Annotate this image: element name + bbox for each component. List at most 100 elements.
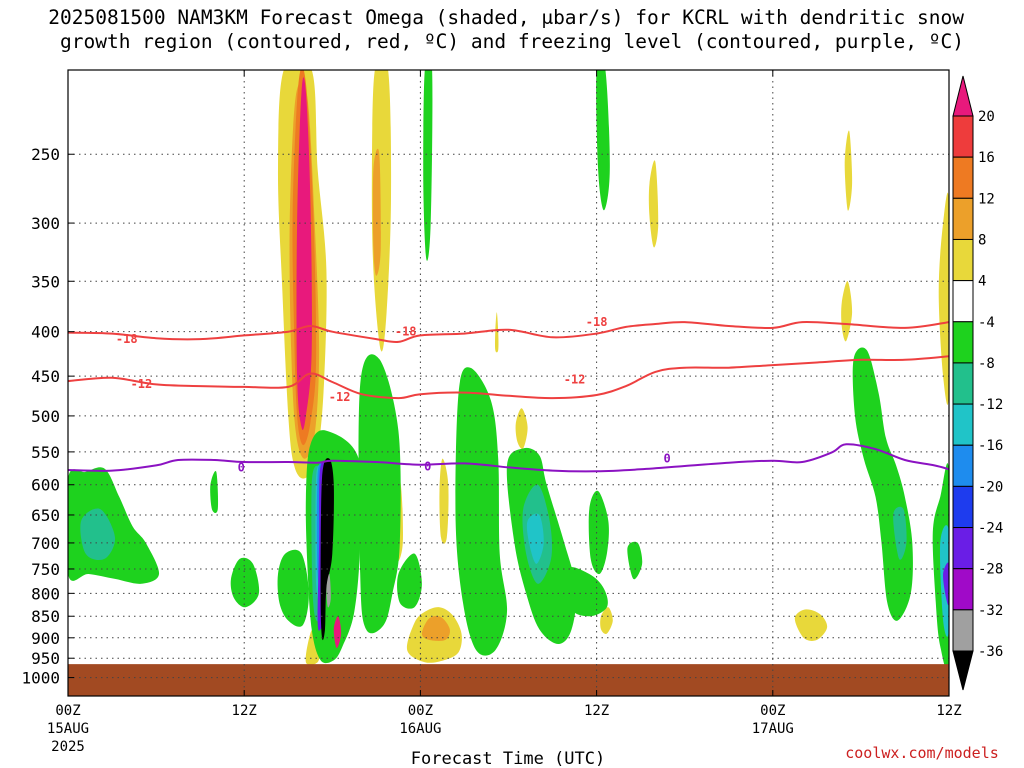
ground-layer xyxy=(68,664,949,696)
omega-region-24 xyxy=(358,354,401,634)
contour-label-0-0: -18 xyxy=(116,332,138,346)
contour-label-1-0: -12 xyxy=(131,377,153,391)
colorbar-label-9: -20 xyxy=(978,479,1003,495)
x-tick-date-2: 16AUG xyxy=(399,721,441,737)
colorbar: 20 16 12 8 4 -4 -8 -12 -16 -20 -24 -28 -32 -36 xyxy=(952,75,1003,691)
omega-region-20 xyxy=(80,508,116,561)
omega-region-5 xyxy=(372,148,381,276)
omega-region-36 xyxy=(893,506,907,560)
y-tick-label-7: 600 xyxy=(31,476,60,495)
y-tick-label-11: 800 xyxy=(31,584,60,603)
colorbar-bin-2 xyxy=(952,156,974,199)
colorbar-bin-6 xyxy=(952,321,974,364)
omega-region-33 xyxy=(596,70,610,211)
x-tick-label-5: 12Z xyxy=(936,703,961,719)
y-tick-label-4: 450 xyxy=(31,367,60,386)
x-tick-label-3: 12Z xyxy=(584,703,609,719)
colorbar-label-13: -36 xyxy=(978,644,1003,660)
colorbar-label-6: -8 xyxy=(978,356,995,372)
omega-region-13 xyxy=(600,607,613,634)
contour-label-2-2: 0 xyxy=(663,451,670,465)
omega-region-14 xyxy=(648,160,659,248)
omega-region-17 xyxy=(841,281,853,342)
chart-title-line-1: 2025081500 NAM3KM Forecast Omega (shaded… xyxy=(48,6,964,29)
x-tick-label-0: 00Z xyxy=(55,703,80,719)
omega-region-3 xyxy=(296,77,312,431)
colorbar-label-7: -12 xyxy=(978,397,1003,413)
colorbar-label-5: -4 xyxy=(978,315,995,331)
colorbar-bin-3 xyxy=(952,197,974,240)
colorbar-label-11: -28 xyxy=(978,562,1003,578)
omega-region-30 xyxy=(526,513,544,564)
colorbar-bin-13 xyxy=(952,609,974,652)
colorbar-bin-5 xyxy=(952,280,974,323)
omega-region-15 xyxy=(794,609,828,641)
contour-label-0-1: -18 xyxy=(395,325,417,339)
colorbar-bin-11 xyxy=(952,527,974,570)
y-tick-label-12: 850 xyxy=(31,607,60,626)
x-tick-label-4: 00Z xyxy=(760,703,785,719)
colorbar-top-triangle xyxy=(952,75,974,117)
y-tick-label-9: 700 xyxy=(31,534,60,553)
omega-region-25 xyxy=(397,553,422,609)
y-tick-label-8: 650 xyxy=(31,506,60,525)
omega-region-35 xyxy=(852,347,913,621)
colorbar-label-3: 8 xyxy=(978,232,986,248)
colorbar-label-8: -16 xyxy=(978,438,1003,454)
omega-region-9 xyxy=(421,616,450,641)
temperature-contours: -18 -18 -18 -12 -12 -12 0 0 0 xyxy=(68,315,949,475)
colorbar-bin-12 xyxy=(952,568,974,611)
colorbar-bin-10 xyxy=(952,485,974,529)
y-tick-label-0: 250 xyxy=(31,145,60,164)
contour-label-1-2: -12 xyxy=(564,373,586,387)
colorbar-label-10: -24 xyxy=(978,521,1003,537)
contour-label-0-2: -18 xyxy=(586,315,608,329)
colorbar-bottom-triangle xyxy=(952,650,974,691)
colorbar-label-1: 16 xyxy=(978,150,995,166)
y-tick-label-15: 1000 xyxy=(21,669,60,688)
omega-shading xyxy=(68,70,949,671)
omega-region-47 xyxy=(333,616,342,649)
y-tick-label-10: 750 xyxy=(31,560,60,579)
x-tick-label-1: 12Z xyxy=(232,703,257,719)
x-tick-date-0: 15AUG xyxy=(47,721,89,737)
contour-label-2-0: 0 xyxy=(238,461,245,475)
y-tick-label-5: 500 xyxy=(31,407,60,426)
omega-region-34 xyxy=(627,541,643,580)
contour-line-0 xyxy=(68,320,949,344)
omega-region-27 xyxy=(455,367,508,656)
grid-lines xyxy=(68,70,949,696)
colorbar-bin-4 xyxy=(952,238,974,282)
omega-region-32 xyxy=(565,566,608,617)
x-tick-date-4: 17AUG xyxy=(752,721,794,737)
y-tick-label-2: 350 xyxy=(31,272,60,291)
omega-region-12 xyxy=(515,408,528,450)
y-tick-label-6: 550 xyxy=(31,443,60,462)
colorbar-bin-8 xyxy=(952,403,974,446)
ground-fill xyxy=(68,664,949,696)
omega-region-26 xyxy=(423,70,433,261)
y-tick-label-13: 900 xyxy=(31,629,60,648)
omega-region-45 xyxy=(320,458,334,641)
x-tick-year-0: 2025 xyxy=(51,739,85,755)
contour-label-1-1: -12 xyxy=(329,390,351,404)
omega-region-40 xyxy=(210,471,219,514)
omega-region-31 xyxy=(588,490,609,575)
omega-region-18 xyxy=(938,192,949,405)
colorbar-bin-7 xyxy=(952,362,974,405)
x-tick-label-2: 00Z xyxy=(408,703,433,719)
chart-title-line-2: growth region (contoured, red, ºC) and f… xyxy=(60,30,964,53)
colorbar-bin-9 xyxy=(952,444,974,487)
omega-region-39 xyxy=(943,562,949,606)
plot-frame xyxy=(67,69,950,697)
colorbar-label-12: -32 xyxy=(978,603,1003,619)
omega-region-16 xyxy=(844,130,853,211)
omega-region-10 xyxy=(439,458,449,544)
omega-region-21 xyxy=(230,557,260,608)
y-axis: 250 300 350 400 450 500 550 600 650 700 750 800 850 9… xyxy=(21,145,74,688)
x-axis: 00Z 15AUG 2025 12Z 00Z 16AUG 12Z 00Z 17AUG 12Z xyxy=(47,70,962,755)
x-axis-label: Forecast Time (UTC) xyxy=(411,749,605,768)
y-tick-label-14: 950 xyxy=(31,649,60,668)
contour-line-1 xyxy=(68,355,949,400)
